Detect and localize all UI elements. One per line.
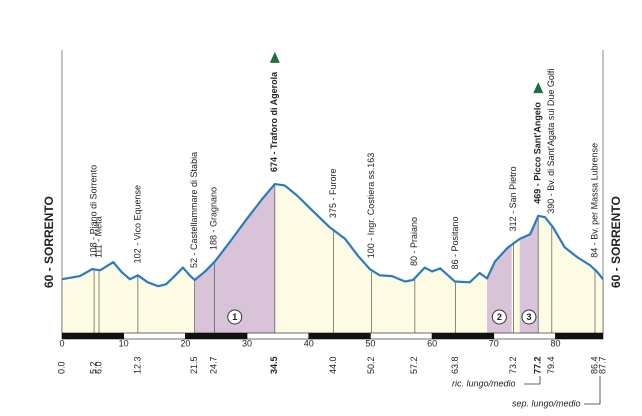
waypoint-label: 375 - Furore [328, 169, 338, 219]
waypoint-label: 312 - San Pietro [508, 166, 518, 231]
climb-badge [521, 309, 537, 325]
annotation: sep. lungo/medio [512, 398, 581, 408]
km-label: 57.2 [409, 356, 419, 374]
annotation: ric. lungo/medio [452, 378, 516, 388]
km-label: 0.0 [56, 361, 66, 374]
climb-area [194, 184, 275, 333]
km-label: 50.2 [366, 356, 376, 374]
waypoint-label: 100 - Ingr. Costiera ss.163 [366, 153, 376, 259]
km-label: 21.5 [189, 356, 199, 374]
km-label: 12.3 [132, 356, 142, 374]
km-label: 5.2 [88, 361, 98, 374]
annotation-arrow [584, 376, 601, 405]
km-label: 34.5 [269, 356, 279, 374]
start-label: 60 - SORRENTO [42, 196, 56, 288]
km-label: 24.7 [209, 356, 219, 374]
x-tick-label: 70 [489, 338, 499, 348]
waypoint-label: 111 - Meta [93, 216, 103, 258]
x-tick-label: 0 [59, 338, 64, 348]
kom-marker [269, 51, 280, 63]
x-tick-label: 30 [242, 338, 252, 348]
waypoint-label: 674 - Traforo di Agerola [269, 71, 279, 172]
km-label: 77.2 [533, 356, 543, 374]
km-label: 87.7 [597, 356, 607, 374]
x-tick-label: 40 [304, 338, 314, 348]
km-label: 79.4 [546, 356, 556, 374]
x-tick-label: 60 [427, 338, 437, 348]
km-label: 86.4 [589, 356, 599, 374]
waypoint-label: 80 - Praiano [409, 217, 419, 266]
km-bar-segment [185, 332, 248, 340]
climb-badge [227, 309, 243, 325]
x-tick-label: 10 [119, 338, 129, 348]
waypoint-label: 469 - Picco Sant'Angelo [533, 102, 543, 204]
waypoint-label: 86 - Positano [450, 217, 460, 270]
waypoint-label: 102 - Vico Equense [132, 185, 142, 263]
waypoint-label: 108 - Piano di Sorrento [88, 165, 98, 258]
km-label: 44.0 [328, 356, 338, 374]
profile-line [61, 182, 604, 288]
waypoint-label: 84 - Bv. per Massa Lubrense [589, 143, 599, 258]
km-bar-segment [246, 332, 310, 340]
x-tick-label: 80 [550, 338, 560, 348]
km-bar-segment [370, 332, 433, 340]
km-bar-segment [61, 332, 124, 340]
climb-badge [491, 309, 507, 325]
km-bar-segment [493, 332, 556, 340]
climb-area [487, 184, 512, 333]
climb-number: 3 [526, 312, 531, 322]
climb-number: 2 [497, 312, 502, 322]
annotation-arrow [524, 376, 541, 385]
km-label: 6.0 [93, 361, 103, 374]
km-bar-segment [431, 332, 495, 340]
waypoint-label: 52 - Castellammare di Stabia [189, 152, 199, 268]
x-tick-label: 20 [180, 338, 190, 348]
km-label: 63.8 [450, 356, 460, 374]
climb-number: 1 [232, 312, 237, 322]
x-tick-label: 50 [365, 338, 375, 348]
waypoint-label: 188 - Gragnano [209, 187, 219, 250]
km-label: 73.2 [508, 356, 518, 374]
waypoint-label: 390 - Bv. di Sant'Agata sui Due Golfi [546, 69, 556, 214]
finish-label: 60 - SORRENTO [609, 196, 623, 288]
km-bar-segment [123, 332, 186, 340]
km-bar-segment [308, 332, 371, 340]
km-bar-segment [555, 332, 604, 340]
kom-marker [533, 82, 544, 94]
